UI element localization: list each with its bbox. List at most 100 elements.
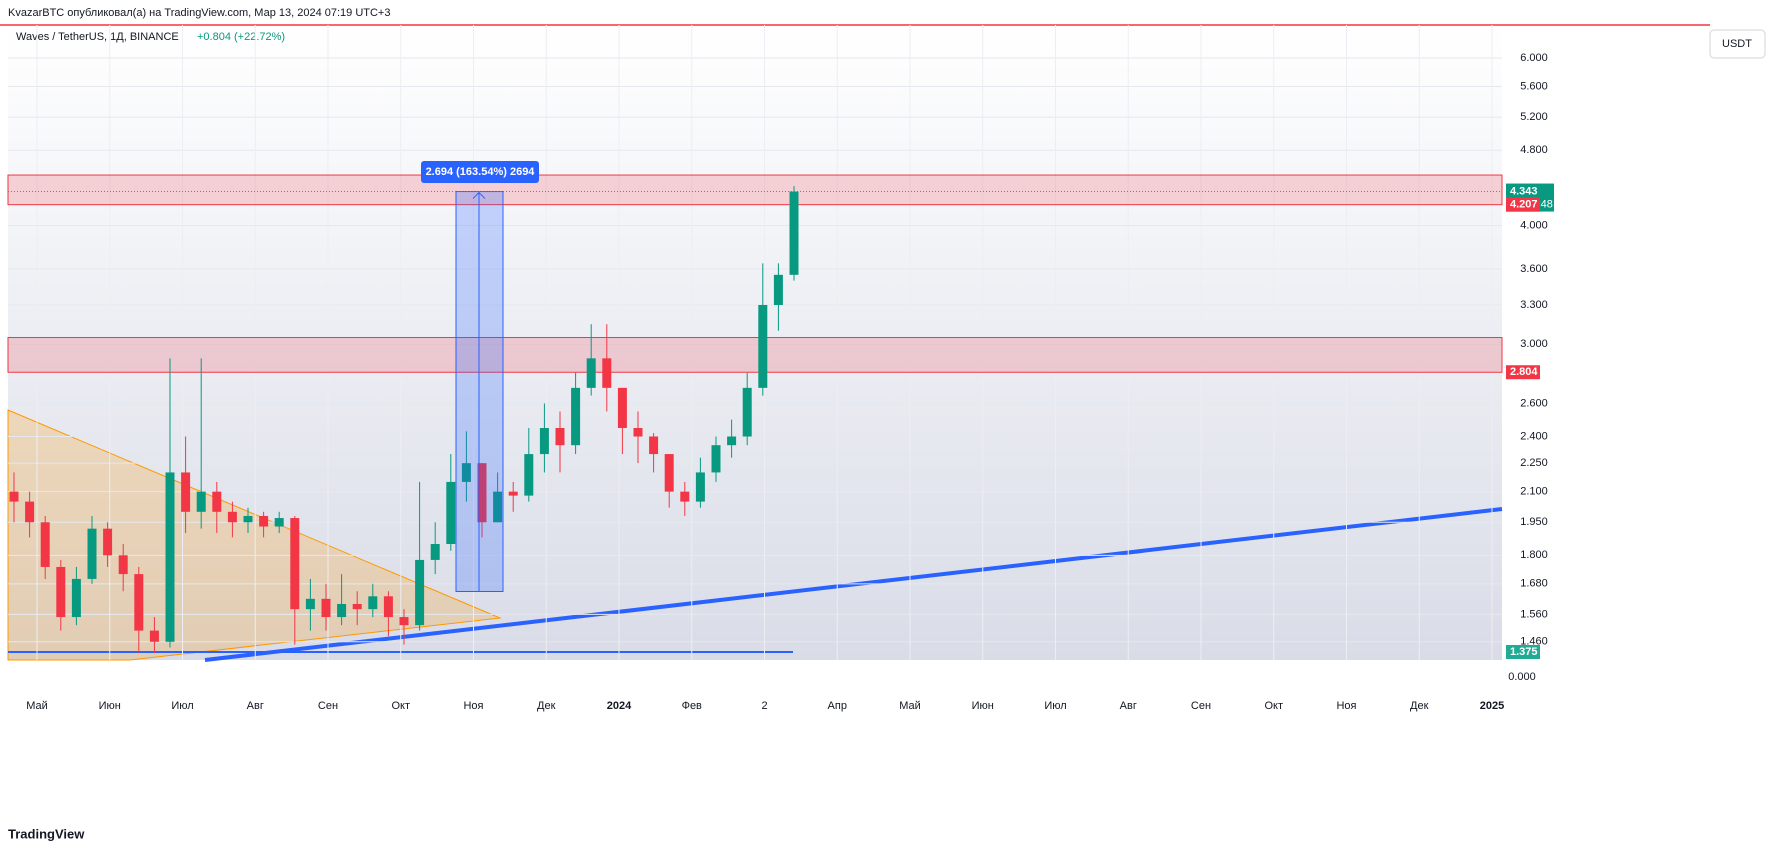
y-tick-label: 5.600	[1520, 80, 1548, 92]
x-tick-label: Дек	[1410, 700, 1429, 712]
x-tick-label: Май	[26, 700, 48, 712]
zone	[7, 337, 1503, 373]
change: +0.804 (+22.72%)	[197, 31, 285, 43]
y-tick-label: 3.000	[1520, 338, 1548, 350]
candle-body	[103, 528, 113, 556]
candle-body	[415, 559, 425, 626]
x-tick-label: Окт	[1264, 700, 1283, 712]
x-tick-label: Авг	[1120, 700, 1137, 712]
y-tick-label: 2.600	[1520, 397, 1548, 409]
x-tick-label: Дек	[537, 700, 556, 712]
x-tick-label: Ноя	[463, 700, 483, 712]
measure-arrowhead	[472, 191, 486, 199]
chart-background	[8, 25, 1502, 660]
x-tick-label: Июн	[99, 700, 121, 712]
candle-body	[446, 481, 456, 545]
candle-body	[383, 596, 393, 618]
x-tick-label: 2024	[607, 700, 632, 712]
x-tick-label: Фев	[682, 700, 702, 712]
candle-body	[664, 454, 674, 492]
y-tick-label: 4.800	[1520, 144, 1548, 156]
candle-body	[134, 574, 144, 631]
candle-body	[602, 358, 612, 388]
candle-body	[695, 472, 705, 502]
candle-body	[165, 472, 175, 642]
price-badge-label: 2.804	[1510, 366, 1538, 378]
candle-body	[508, 491, 518, 496]
candle-body	[711, 445, 721, 473]
y-tick-label: 2.100	[1520, 486, 1548, 498]
candle-body	[399, 617, 409, 626]
y-tick-label: 1.460	[1520, 636, 1548, 648]
candle-body	[430, 544, 440, 560]
measure-label: 2.694 (163.54%) 2694	[426, 166, 536, 178]
candle-body	[649, 436, 659, 455]
price-badge-label: 4.207	[1510, 199, 1538, 211]
candle-body	[305, 598, 315, 610]
candle-body	[539, 427, 549, 455]
candle-body	[181, 472, 191, 512]
candle-body	[227, 511, 237, 523]
candle-body	[586, 358, 596, 388]
x-tick-label: 2025	[1480, 700, 1504, 712]
candle-body	[493, 491, 503, 523]
x-tick-label: Окт	[391, 700, 410, 712]
candle-body	[524, 454, 534, 496]
currency-button[interactable]	[1709, 29, 1766, 59]
candle-body	[727, 436, 737, 446]
candle-body	[337, 603, 347, 618]
currency-label[interactable]: USDT	[1722, 38, 1752, 50]
x-tick-label: Июн	[972, 700, 994, 712]
candle-body	[56, 566, 66, 618]
y-tick-label: 2.400	[1520, 430, 1548, 442]
candle-body	[352, 603, 362, 610]
y-tick-label: 4.000	[1520, 219, 1548, 231]
y-tick-label: 1.950	[1520, 516, 1548, 528]
candle-body	[290, 518, 300, 610]
candle-body	[571, 387, 581, 446]
last-price: 4.343	[1510, 185, 1538, 197]
y-tick-label: 3.600	[1520, 263, 1548, 275]
candle-body	[87, 528, 97, 579]
y-tick-label: 1.680	[1520, 578, 1548, 590]
x-tick-label: Июл	[171, 700, 193, 712]
candle-body	[555, 427, 565, 446]
y-tick-label: 5.200	[1520, 111, 1548, 123]
price-badge	[1506, 645, 1540, 659]
candle-body	[789, 191, 799, 275]
candle-body	[617, 387, 627, 428]
candle-body	[742, 387, 752, 437]
x-tick-label: 2	[761, 700, 767, 712]
candle-body	[71, 578, 81, 618]
candle-body	[680, 491, 690, 502]
volume-axis-label: 0.000	[1508, 671, 1536, 683]
candle-body	[118, 555, 128, 575]
candle-body	[773, 274, 783, 305]
candle-body	[243, 515, 253, 523]
price-badge-label: 1.375	[1510, 646, 1538, 658]
x-tick-label: Ноя	[1336, 700, 1356, 712]
candle-body	[259, 515, 269, 527]
y-tick-label: 6.000	[1520, 52, 1548, 64]
candle-body	[9, 491, 19, 502]
logo: TradingView	[8, 826, 85, 841]
symbol: Waves / TetherUS, 1Д, BINANCE	[16, 31, 179, 43]
candle-body	[321, 598, 331, 618]
measure-label-bg	[421, 161, 539, 183]
price-badge	[1506, 197, 1540, 212]
y-tick-label: 3.300	[1520, 299, 1548, 311]
candle-body	[368, 596, 378, 610]
x-tick-label: Май	[899, 700, 921, 712]
publisher: KvazarBTC опубликовал(а) на TradingView.…	[8, 7, 390, 19]
plot: 6.000 5.600 5.200 4.800 4.000 3.600 3.300 3.000…	[7, 25, 1554, 712]
x-tick-label: Авг	[247, 700, 264, 712]
zone	[7, 174, 1503, 206]
x-tick-label: Апр	[828, 700, 847, 712]
candle-body	[196, 491, 206, 512]
candle-body	[40, 522, 50, 567]
x-tick-label: Июл	[1044, 700, 1066, 712]
candle-body	[274, 518, 284, 527]
y-tick-label: 1.800	[1520, 549, 1548, 561]
candle-body	[25, 501, 35, 523]
